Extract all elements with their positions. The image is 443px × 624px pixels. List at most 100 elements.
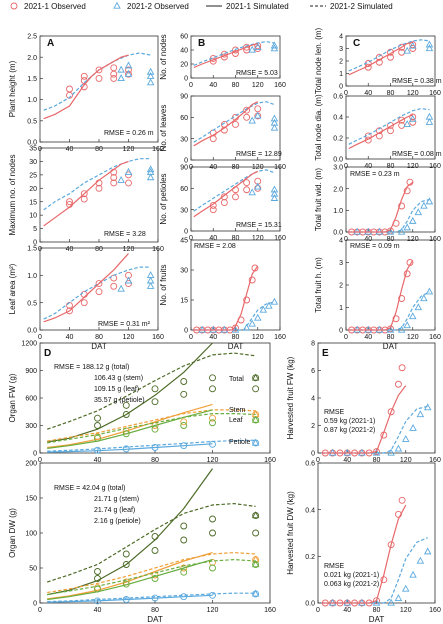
- observed-point-2021-2: [425, 40, 434, 48]
- rmse-annotation: 0.87 kg (2021-2): [324, 427, 375, 434]
- observed-point-2021-1: [125, 280, 132, 287]
- observed-point: [151, 385, 159, 393]
- x-tick-label: 80: [387, 90, 395, 97]
- simulated-line-2021-1: [348, 114, 414, 150]
- rmse-annotation: RMSE: [324, 409, 345, 416]
- observed-point-2021-1: [398, 116, 406, 124]
- rmse-annotation: 0.063 kg (2021-2): [324, 581, 379, 588]
- x-tick-label: 0: [38, 334, 42, 341]
- observed-point: [151, 575, 159, 582]
- x-tick-label: 120: [123, 246, 135, 253]
- x-tick-label: 0: [189, 235, 193, 242]
- x-tick-label: 160: [429, 457, 441, 464]
- y-tick-label: 300: [25, 423, 37, 430]
- rmse-annotation: 21.71 g (stem): [94, 496, 139, 503]
- chart-d2: 0 50 100 150 200 0 40 80 120 160 Organ DW (g) DAT RM…: [8, 461, 276, 624]
- observed-point-2021-1: [66, 307, 73, 315]
- observed-point-2021-2: [416, 556, 425, 564]
- observed-point-2021-2: [425, 44, 434, 52]
- observed-point-2021-2: [423, 547, 432, 555]
- observed-point: [180, 378, 188, 385]
- observed-point-2021-2: [117, 284, 125, 292]
- simulated-line-2021-2: [47, 409, 256, 442]
- observed-point-2021-1: [243, 113, 251, 121]
- y-tick-label: 15: [180, 298, 188, 305]
- observed-point: [180, 522, 188, 530]
- observed-point-2021-1: [409, 113, 417, 121]
- observed-point-2021-2: [146, 165, 155, 173]
- rmse-annotation: 106.43 g (stem): [94, 375, 143, 382]
- series-label: Leaf: [229, 417, 243, 424]
- x-tick-label: 40: [66, 246, 74, 253]
- x-tick-label: 40: [364, 163, 372, 170]
- y-axis-label: No. of leaves: [159, 105, 168, 152]
- y-tick-label: 1: [339, 71, 343, 78]
- simulated-line-2021-2: [47, 558, 256, 596]
- observed-point-2021-2: [146, 276, 155, 284]
- y-tick-label: 0.0: [333, 230, 343, 237]
- observed-point: [151, 422, 159, 429]
- observed-point-2021-1: [409, 118, 417, 126]
- y-tick-label: 20: [29, 186, 37, 193]
- x-tick-label: 120: [207, 457, 219, 464]
- y-tick-label: 0: [33, 240, 37, 247]
- x-tick-label: 160: [274, 235, 286, 242]
- observed-point-2021-1: [398, 295, 406, 302]
- observed-point-2021-1: [387, 408, 395, 416]
- panel-label: B: [198, 38, 205, 49]
- y-tick-label: 50: [29, 566, 37, 573]
- x-tick-label: 80: [151, 607, 159, 614]
- observed-point: [94, 568, 101, 575]
- rmse-annotation: 109.15 g (leaf): [94, 386, 139, 393]
- observed-point: [180, 564, 188, 572]
- observed-point: [94, 414, 101, 422]
- y-tick-label: 3: [339, 260, 343, 267]
- y-axis-label: No. of petioles: [159, 173, 168, 224]
- panel-label: C: [353, 38, 360, 49]
- observed-point-2021-1: [373, 597, 380, 605]
- observed-point-2021-1: [95, 280, 103, 287]
- simulated-line-2021-1: [47, 443, 213, 453]
- simulated-line-2021-2: [348, 107, 430, 145]
- rmse-annotation: RMSE = 0.08 m: [392, 151, 442, 158]
- observed-point-2021-1: [80, 299, 88, 307]
- x-tick-label: 0: [344, 163, 348, 170]
- rmse-annotation: RMSE = 42.04 g (total): [54, 485, 125, 492]
- observed-point: [122, 561, 130, 568]
- x-tick-label: 40: [364, 334, 372, 341]
- simulated-line-2021-2: [348, 198, 430, 233]
- series-label: Stem: [229, 407, 246, 414]
- plot-frame: [39, 147, 159, 243]
- observed-point: [251, 415, 260, 423]
- observed-point-2021-2: [117, 74, 125, 82]
- simulated-line-2021-2: [47, 551, 256, 594]
- x-tick-label: 120: [407, 334, 419, 341]
- observed-point-2021-1: [387, 541, 395, 549]
- observed-point-2021-1: [95, 66, 103, 74]
- chart-b3: 0 30 60 90 0 40 80 120 160 No. of petioles RMSE = …: [159, 165, 286, 242]
- observed-point: [151, 533, 159, 540]
- legend-item: 2021-2 Observed: [113, 1, 189, 11]
- y-tick-label: 30: [29, 159, 37, 166]
- legend-triangle-marker: [113, 1, 121, 9]
- observed-point-2021-2: [403, 120, 411, 127]
- x-tick-label: 0: [316, 457, 320, 464]
- observed-point-2021-1: [406, 178, 414, 186]
- observed-point: [209, 414, 216, 422]
- observed-point: [252, 385, 260, 393]
- observed-point-2021-2: [403, 223, 411, 231]
- simulated-line-2021-2: [47, 439, 256, 452]
- y-tick-label: 5: [33, 226, 37, 233]
- observed-point: [209, 564, 216, 572]
- x-tick-label: 0: [316, 607, 320, 614]
- observed-point-2021-1: [398, 496, 406, 504]
- simulated-line-2021-2: [43, 266, 151, 320]
- observed-point-2021-1: [398, 43, 406, 51]
- y-tick-label: 1.0: [333, 208, 343, 215]
- y-tick-label: 2.0: [333, 186, 343, 193]
- y-axis-label: Total fruit h. (m): [314, 257, 323, 313]
- x-tick-label: 160: [152, 334, 164, 341]
- y-tick-label: 4: [339, 238, 343, 245]
- observed-point: [251, 373, 260, 381]
